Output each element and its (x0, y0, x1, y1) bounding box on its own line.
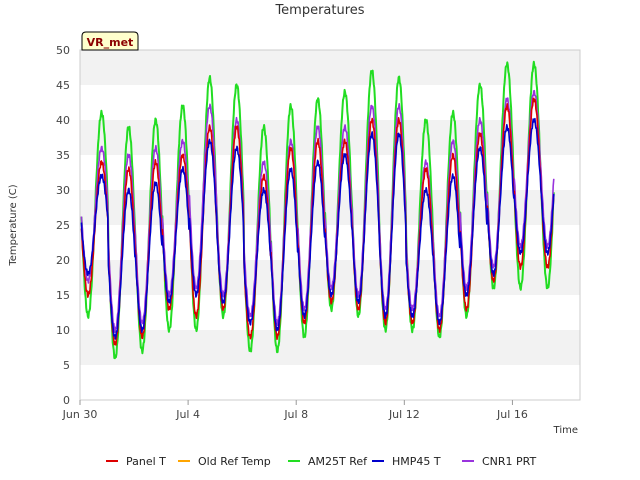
station-badge: VR_met (81, 31, 139, 51)
x-axis-label: Time (553, 425, 578, 436)
grid-band (80, 190, 580, 225)
grid-band (80, 120, 580, 155)
y-tick-label: 40 (56, 114, 70, 127)
legend-label: HMP45 T (392, 455, 441, 468)
badge-box (81, 31, 139, 51)
grid-band (80, 225, 580, 260)
x-tick-label: Jun 30 (62, 408, 98, 421)
y-tick-label: 45 (56, 79, 70, 92)
y-tick-label: 5 (63, 359, 70, 372)
chart-title: Temperatures (274, 3, 364, 18)
grid-band (80, 365, 580, 400)
x-tick-label: Jul 4 (175, 408, 200, 421)
y-tick-label: 15 (56, 289, 70, 302)
grid-band (80, 330, 580, 365)
y-tick-label: 20 (56, 254, 70, 267)
grid-band (80, 50, 580, 85)
legend: Panel T Old Ref Temp AM25T Ref HMP45 T CNR1 … (106, 455, 537, 468)
legend-label: CNR1 PRT (482, 455, 537, 468)
y-ticks: 0 5 10 15 20 25 30 35 40 45 50 (56, 44, 70, 407)
y-tick-label: 30 (56, 184, 70, 197)
grid-band (80, 155, 580, 190)
series-layer (80, 60, 555, 360)
x-tick-label: Jul 12 (388, 408, 420, 421)
y-axis-label: Temperature (C) (8, 184, 19, 266)
plot-frame (79, 49, 581, 401)
legend-label: AM25T Ref (308, 455, 368, 468)
y-tick-label: 50 (56, 44, 70, 57)
y-tick-label: 25 (56, 219, 70, 232)
y-tick-label: 35 (56, 149, 70, 162)
x-ticks: Jun 30 Jul 4 Jul 8 Jul 12 Jul 16 (62, 400, 528, 421)
y-tick-label: 10 (56, 324, 70, 337)
y-tick-label: 0 (63, 394, 70, 407)
legend-label: Old Ref Temp (198, 455, 271, 468)
grid-band (80, 85, 580, 120)
badge-label: VR_met (87, 36, 134, 49)
x-tick-label: Jul 8 (283, 408, 308, 421)
series-line-hmp45-t (80, 117, 555, 340)
legend-label: Panel T (126, 455, 166, 468)
x-tick-label: Jul 16 (496, 408, 528, 421)
